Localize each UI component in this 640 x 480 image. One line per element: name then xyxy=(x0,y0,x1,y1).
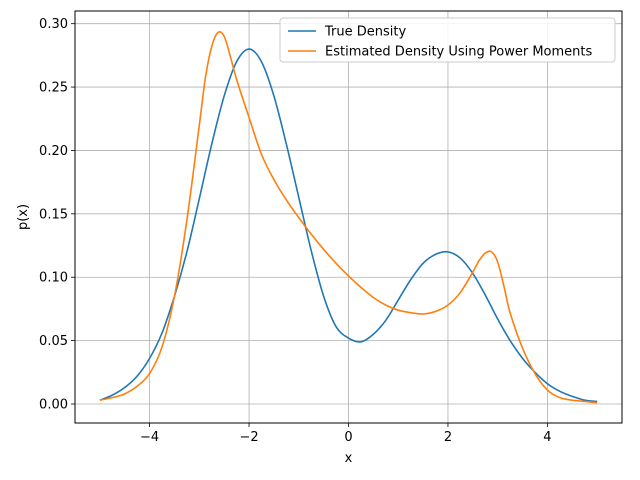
x-tick-label: 0 xyxy=(344,430,352,445)
x-tick-label: 4 xyxy=(543,430,551,445)
y-tick-label: 0.10 xyxy=(39,271,68,286)
x-tick-label: −2 xyxy=(239,430,258,445)
axis-ticks: −4 −2 0 2 4 0.00 0.05 0.10 0.15 0.20 0.25 0.30 xyxy=(39,17,552,445)
y-tick-label: 0.30 xyxy=(39,17,68,32)
x-tick-label: 2 xyxy=(444,430,452,445)
grid xyxy=(75,11,622,423)
series-line-0 xyxy=(99,48,598,403)
y-axis-label: p(x) xyxy=(16,204,31,230)
legend-box xyxy=(279,17,616,63)
series-lines xyxy=(99,31,598,404)
x-axis-label: x xyxy=(345,451,353,466)
legend-entry-label: True Density xyxy=(324,25,406,40)
x-tick-label: −4 xyxy=(140,430,159,445)
y-tick-label: 0.15 xyxy=(39,207,68,222)
y-tick-label: 0.25 xyxy=(39,81,68,96)
y-tick-label: 0.00 xyxy=(39,397,68,412)
y-tick-label: 0.05 xyxy=(39,334,68,349)
legend: True Density Estimated Density Using Powe… xyxy=(279,17,616,63)
y-tick-label: 0.20 xyxy=(39,144,68,159)
series-line-1 xyxy=(99,31,598,404)
legend-entry-label: Estimated Density Using Power Moments xyxy=(325,45,592,60)
